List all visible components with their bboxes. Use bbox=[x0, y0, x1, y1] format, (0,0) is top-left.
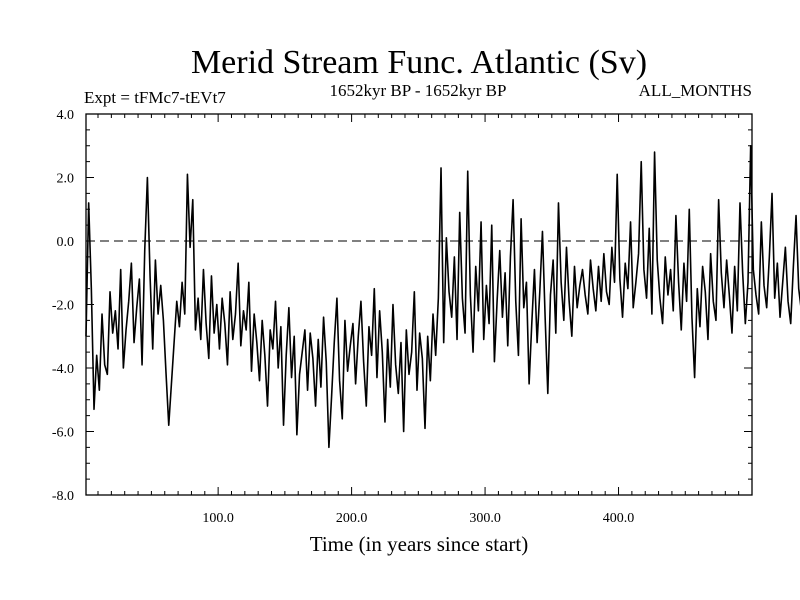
series-line-merid-stream-func bbox=[85, 144, 800, 449]
x-tick-label: 300.0 bbox=[469, 511, 501, 526]
y-axis-tick-labels: 4.0 2.0 0.0 -2.0 -4.0 -6.0 -8.0 bbox=[52, 108, 74, 504]
y-tick-label: -4.0 bbox=[52, 362, 74, 377]
months-label: ALL_MONTHS bbox=[639, 81, 752, 100]
y-tick-label: -6.0 bbox=[52, 426, 74, 441]
plot-frame bbox=[85, 113, 753, 496]
x-tick-label: 400.0 bbox=[603, 511, 635, 526]
time-range-label: 1652kyr BP - 1652kyr BP bbox=[330, 81, 507, 100]
y-tick-label: 0.0 bbox=[57, 235, 75, 250]
x-tick-label: 100.0 bbox=[202, 511, 234, 526]
y-tick-label: -2.0 bbox=[52, 299, 74, 314]
chart-title: Merid Stream Func. Atlantic (Sv) bbox=[191, 44, 647, 81]
experiment-label: Expt = tFMc7-tEVt7 bbox=[84, 88, 226, 107]
x-axis-label: Time (in years since start) bbox=[310, 532, 529, 556]
y-tick-label: -8.0 bbox=[52, 489, 74, 504]
y-tick-label: 2.0 bbox=[57, 172, 75, 187]
x-axis-tick-labels: 100.0 200.0 300.0 400.0 bbox=[202, 511, 634, 526]
x-tick-label: 200.0 bbox=[336, 511, 368, 526]
y-tick-label: 4.0 bbox=[57, 108, 75, 123]
